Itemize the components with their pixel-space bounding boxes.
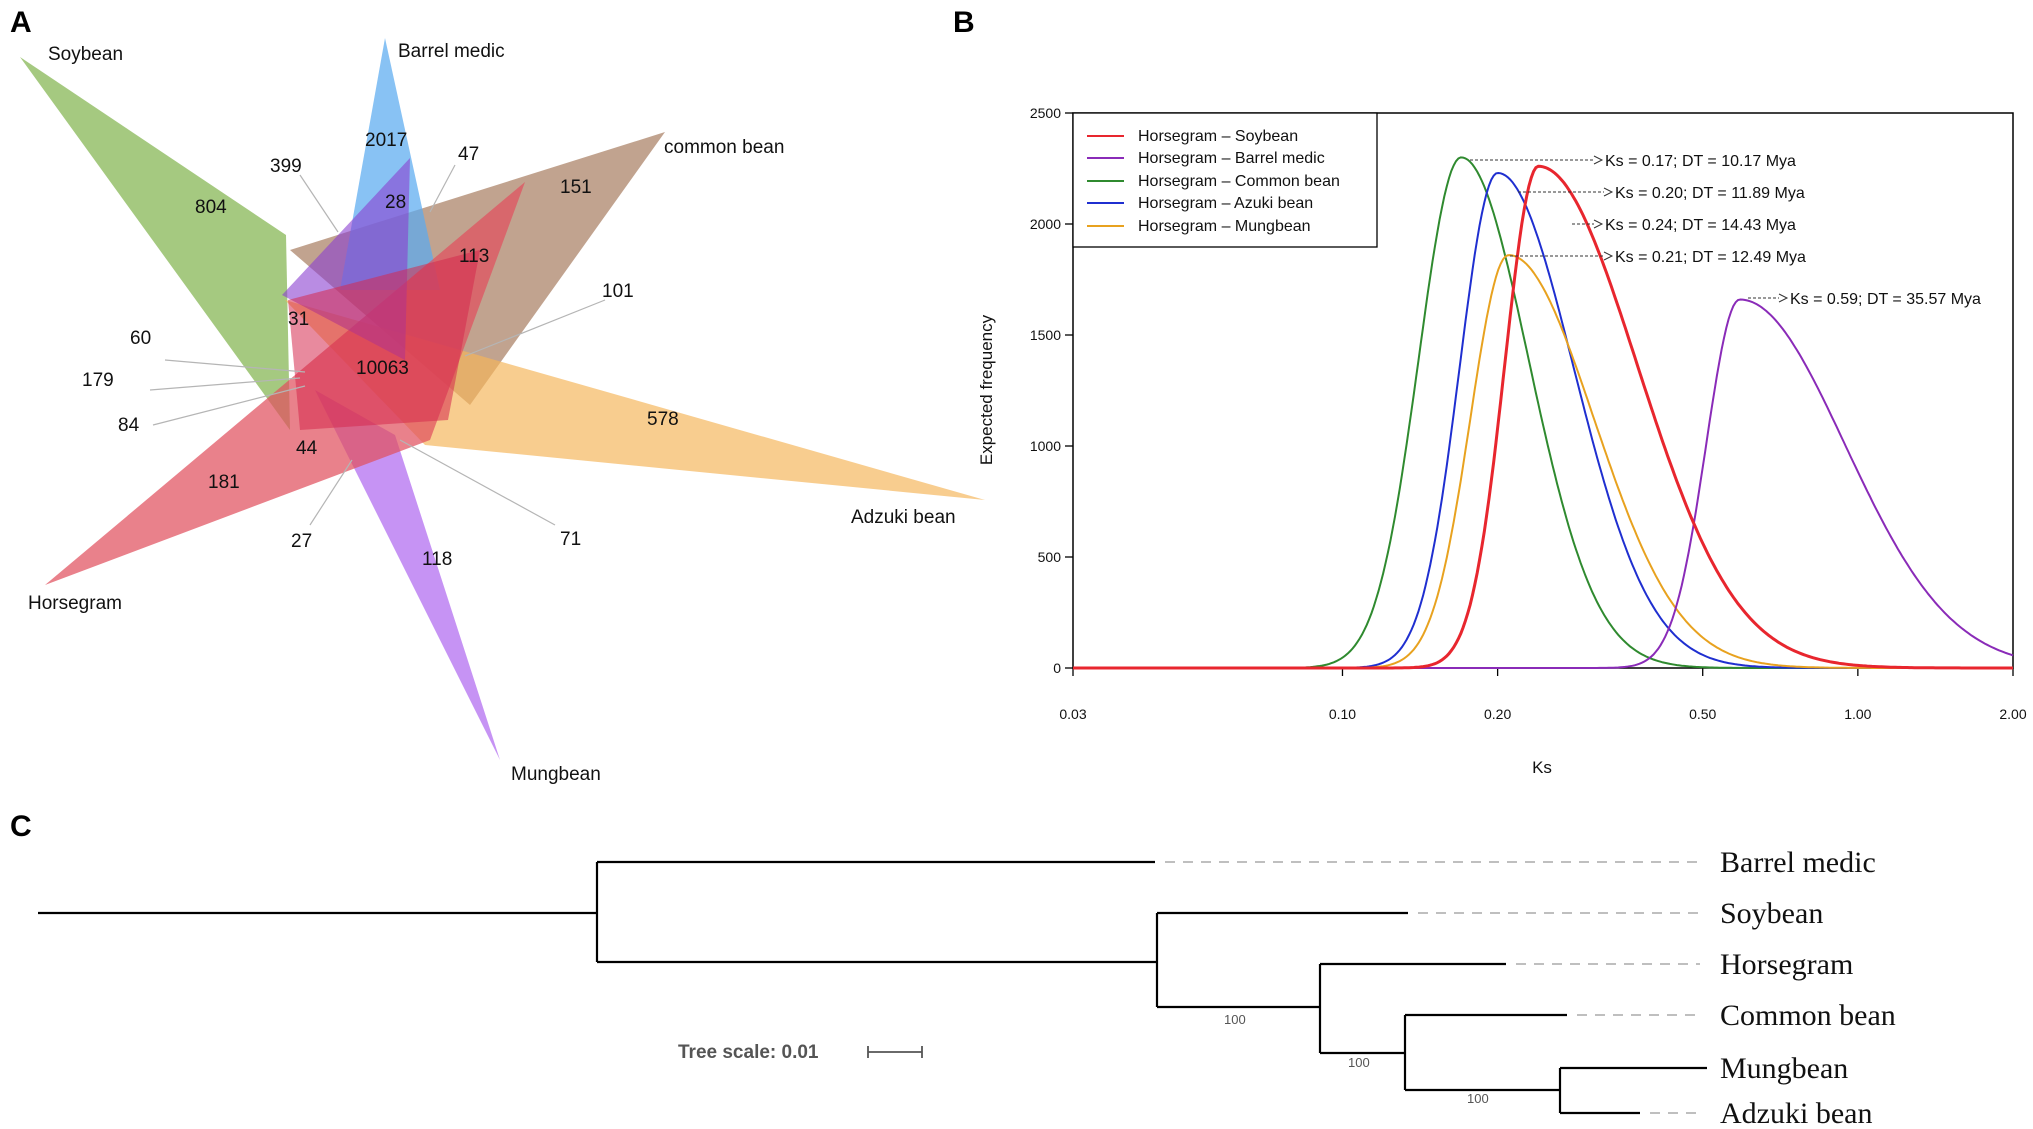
ks-distribution-chart: Ks Expected frequency 0.03 0.10 0.20 0.50 1.… <box>977 105 2027 777</box>
venn-label-soybean: Soybean <box>48 44 123 65</box>
x-tick-label: 1.00 <box>1844 706 1871 722</box>
x-tick-label: 0.50 <box>1689 706 1716 722</box>
venn-count-soybean-unique: 804 <box>195 197 227 218</box>
series-line-soybean <box>1073 164 2013 670</box>
venn-label-adzuki-bean: Adzuki bean <box>851 507 956 528</box>
tree-tip-dashes <box>1165 861 1700 1114</box>
chart-legend: Horsegram – Soybean Horsegram – Barrel m… <box>1087 128 1340 235</box>
legend-entry-soybean: Horsegram – Soybean <box>1138 128 1298 145</box>
venn-leader-lines <box>149 164 606 526</box>
tree-tip-horsegram: Horsegram <box>1720 948 1853 981</box>
venn-count-60: 60 <box>130 328 151 349</box>
y-tick-label: 500 <box>1038 549 1062 565</box>
venn-count-101: 101 <box>602 281 634 302</box>
y-tick-label: 2500 <box>1030 105 1061 121</box>
venn-count-27: 27 <box>291 531 312 552</box>
series-line-barrel-medic <box>1073 298 2014 669</box>
venn-count-84: 84 <box>118 415 140 436</box>
y-tick-label: 2000 <box>1030 216 1061 232</box>
peak-annotation-arrowhead <box>1603 251 1614 261</box>
venn-count-44: 44 <box>296 438 318 459</box>
venn-diagram <box>20 38 985 760</box>
venn-label-horsegram: Horsegram <box>28 593 122 614</box>
phylogenetic-tree <box>38 860 1707 1115</box>
venn-count-10063: 10063 <box>356 358 409 379</box>
venn-count-adzuki-bean-unique: 578 <box>647 409 679 430</box>
venn-count-47: 47 <box>458 144 479 165</box>
y-tick-label: 0 <box>1053 660 1061 676</box>
x-tick-label: 0.20 <box>1484 706 1511 722</box>
tree-scale-bar <box>867 1046 923 1058</box>
venn-shape-mungbean <box>315 390 500 760</box>
venn-count-barrel-medic-unique: 2017 <box>365 130 407 151</box>
x-tick-label: 2.00 <box>1999 706 2026 722</box>
x-tick-label: 0.10 <box>1329 706 1356 722</box>
venn-count-28: 28 <box>385 192 406 213</box>
panel-label-a: A <box>10 6 32 39</box>
tree-scale-label: Tree scale: 0.01 <box>678 1042 819 1063</box>
tree-tip-mungbean: Mungbean <box>1720 1052 1848 1085</box>
tree-tip-barrel-medic: Barrel medic <box>1720 846 1876 879</box>
x-tick-label: 0.03 <box>1059 706 1086 722</box>
venn-label-common-bean: common bean <box>664 137 784 158</box>
y-tick-label: 1500 <box>1030 327 1061 343</box>
peak-annotation-arrowhead <box>1603 187 1614 197</box>
venn-count-31: 31 <box>288 309 309 330</box>
venn-count-horsegram-unique: 181 <box>208 472 240 493</box>
peak-annotation-label: Ks = 0.59; DT = 35.57 Mya <box>1790 291 1981 308</box>
peak-annotation-label: Ks = 0.24; DT = 14.43 Mya <box>1605 217 1796 234</box>
panel-label-b: B <box>953 6 975 39</box>
legend-entry-barrel-medic: Horsegram – Barrel medic <box>1138 150 1325 167</box>
peak-annotation-label: Ks = 0.21; DT = 12.49 Mya <box>1615 249 1806 266</box>
venn-shape-soybean <box>20 57 290 430</box>
tree-tip-soybean: Soybean <box>1720 897 1823 930</box>
bootstrap-value: 100 <box>1467 1091 1489 1106</box>
venn-count-399: 399 <box>270 156 302 177</box>
peak-annotation-arrowhead <box>1778 293 1789 303</box>
y-tick-label: 1000 <box>1030 438 1061 454</box>
venn-shape-inner-red <box>288 250 480 430</box>
tree-tip-common-bean: Common bean <box>1720 999 1896 1032</box>
legend-entry-common-bean: Horsegram – Common bean <box>1138 173 1340 190</box>
tree-tip-adzuki-bean: Adzuki bean <box>1720 1097 1872 1129</box>
legend-entry-mungbean: Horsegram – Mungbean <box>1138 218 1311 235</box>
venn-count-113: 113 <box>459 246 489 267</box>
series-line-mungbean <box>1073 254 2013 669</box>
peak-annotation-label: Ks = 0.17; DT = 10.17 Mya <box>1605 153 1796 170</box>
legend-entry-azuki-bean: Horsegram – Azuki bean <box>1138 195 1313 212</box>
venn-count-179: 179 <box>82 370 114 391</box>
venn-count-71: 71 <box>560 529 581 550</box>
bootstrap-value: 100 <box>1348 1055 1370 1070</box>
bootstrap-value: 100 <box>1224 1012 1246 1027</box>
venn-count-mungbean-unique: 118 <box>422 549 452 570</box>
panel-label-c: C <box>10 810 32 843</box>
venn-label-barrel-medic: Barrel medic <box>398 41 505 62</box>
venn-label-mungbean: Mungbean <box>511 764 601 785</box>
peak-annotation-arrowhead <box>1593 219 1604 229</box>
peak-annotation-label: Ks = 0.20; DT = 11.89 Mya <box>1615 185 1805 202</box>
chart-y-axis-title: Expected frequency <box>977 314 996 465</box>
chart-x-axis-title: Ks <box>1532 758 1552 777</box>
venn-count-common-bean-unique: 151 <box>560 177 592 198</box>
peak-annotation-arrowhead <box>1593 155 1604 165</box>
